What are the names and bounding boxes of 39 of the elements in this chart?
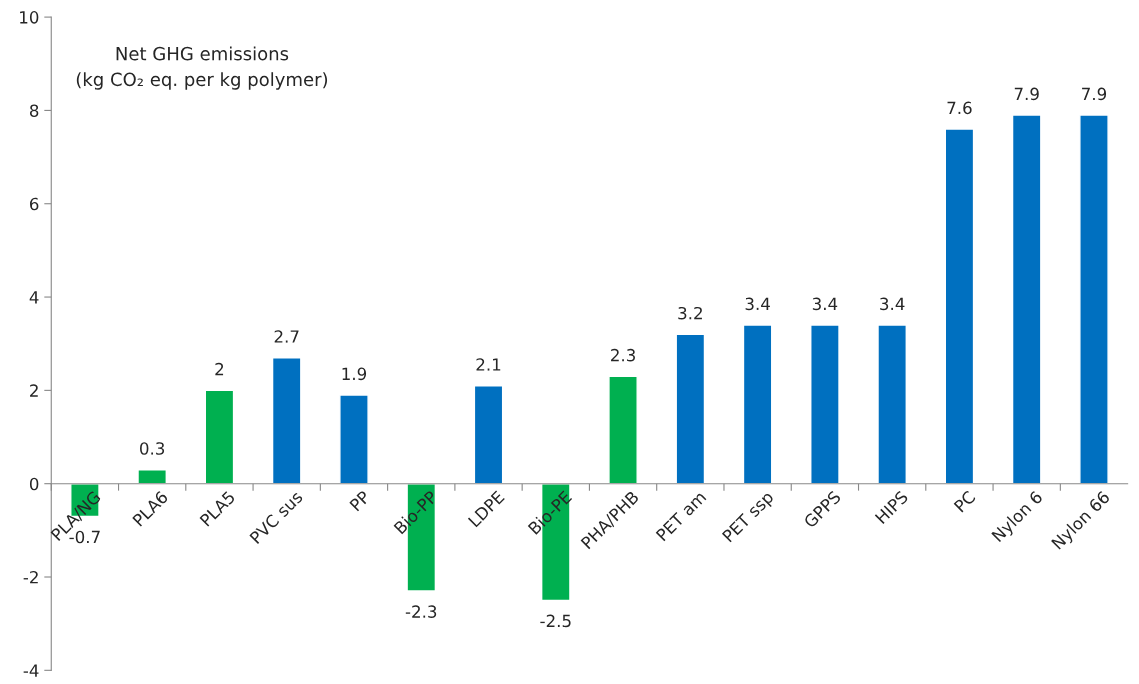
y-tick-label: 2: [30, 384, 38, 397]
bar: [1011, 114, 1042, 485]
x-tick-label: PC: [953, 490, 976, 513]
bar: [339, 394, 369, 485]
y-tick-label: 10: [20, 11, 39, 24]
data-label: 3.2: [678, 306, 702, 320]
bar: [473, 385, 504, 485]
bar: [742, 324, 773, 485]
bar: [810, 324, 840, 485]
y-tick-label: 8: [29, 104, 39, 117]
y-tick-label: -2: [23, 570, 38, 584]
bar: [271, 357, 302, 485]
bar: [944, 128, 975, 485]
bar: [608, 375, 638, 485]
x-tick-label: PP: [349, 490, 371, 512]
data-label: 2.3: [611, 348, 635, 362]
bar: [877, 324, 907, 485]
bar: [137, 468, 167, 485]
text: Net GHG emissions (kg CO₂ eq. per kg polymer): [76, 46, 328, 90]
bar: [204, 389, 235, 485]
data-label: -2.3: [405, 605, 437, 618]
y-tick-label: -4: [23, 664, 39, 677]
data-label: 1.9: [342, 367, 367, 381]
data-label: 7.9: [1082, 87, 1107, 101]
data-label: 2.1: [476, 358, 501, 371]
data-label: 3.4: [812, 297, 838, 311]
data-label: 7.6: [947, 101, 972, 115]
y-tick-label: 6: [30, 197, 39, 211]
data-label: 3.4: [880, 297, 905, 311]
data-label: 7.9: [1014, 87, 1039, 101]
data-label: 2: [215, 362, 224, 376]
data-label: 2.7: [274, 330, 299, 343]
bar: [1079, 114, 1109, 485]
data-label: 3.4: [745, 297, 770, 311]
bar: [675, 333, 706, 485]
data-label: -2.5: [540, 614, 571, 628]
data-label: 0.3: [140, 442, 165, 455]
y-tick-label: 0: [29, 477, 39, 491]
y-tick-label: 4: [29, 291, 39, 304]
